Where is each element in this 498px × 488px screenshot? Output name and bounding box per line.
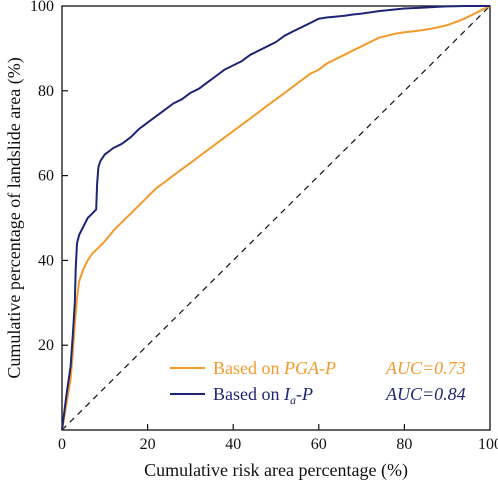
y-tick-label: 100 [30, 0, 54, 15]
y-axis-title: Cumulative percentage of landslide area … [4, 57, 25, 378]
legend-label-part: I [283, 384, 291, 404]
x-tick-label: 60 [311, 436, 327, 453]
x-axis-title: Cumulative risk area percentage (%) [144, 460, 408, 481]
x-tick-label: 100 [478, 436, 498, 453]
legend-label-1: Based on Ia-P [213, 384, 313, 407]
legend: Based on PGA-P AUC=0.73 Based on Ia-P AUC=0… [170, 358, 466, 407]
y-tick-label: 20 [38, 337, 54, 354]
y-tick-label: 40 [38, 252, 54, 269]
x-tick-label: 40 [225, 436, 241, 453]
series-line-0 [61, 5, 491, 431]
legend-label-0: Based on PGA-P [213, 358, 336, 378]
axis-ticks [62, 90, 405, 430]
series-line-1 [61, 5, 490, 431]
legend-label-part: a [290, 393, 296, 407]
y-tick-label: 60 [38, 168, 54, 185]
legend-label-part: PGA-P [283, 358, 336, 378]
reference-diagonal [61, 5, 491, 431]
x-tick-label: 20 [140, 436, 156, 453]
plot-frame [61, 5, 491, 431]
legend-label-part: -P [296, 384, 313, 404]
legend-auc-1: AUC=0.84 [385, 384, 466, 404]
x-tick-labels: 0 20 40 60 80 100 [58, 436, 498, 453]
y-tick-label: 80 [38, 83, 54, 100]
legend-label-part: Based on [213, 358, 284, 378]
x-tick-label: 80 [396, 436, 412, 453]
x-tick-label: 0 [58, 436, 66, 453]
y-tick-labels: 20 40 60 80 100 [30, 0, 54, 354]
series-lines [61, 5, 491, 431]
legend-auc-0: AUC=0.73 [385, 358, 466, 378]
legend-label-part: Based on [213, 384, 284, 404]
